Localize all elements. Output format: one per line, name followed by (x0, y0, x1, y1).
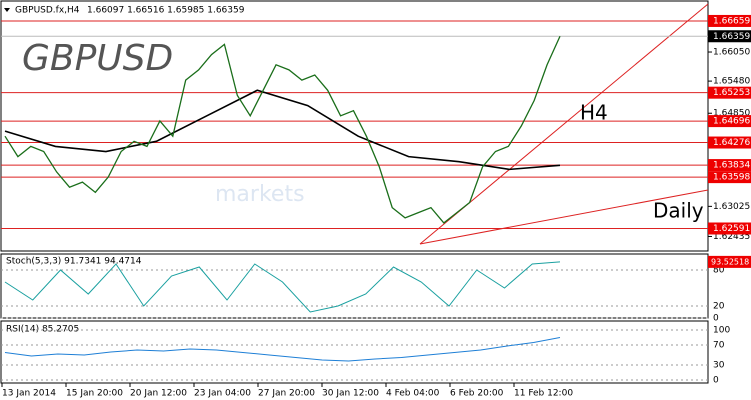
time-label: 4 Feb 04:00 (386, 389, 440, 399)
level-box (708, 14, 751, 27)
time-label: 23 Jan 04:00 (194, 389, 251, 399)
price-tick-label: 1.65480 (713, 77, 750, 87)
rsi-tick-label: 0 (713, 376, 719, 386)
time-label: 20 Jan 12:00 (130, 389, 187, 399)
h4-label: H4 (580, 101, 608, 125)
stoch-current-box (708, 255, 751, 268)
level-label: 1.66659 (713, 16, 750, 26)
current-box (708, 30, 751, 43)
time-label: 11 Feb 12:00 (514, 389, 573, 399)
price-tick-label: 1.63025 (713, 202, 750, 212)
watermark: GBPUSD (22, 38, 173, 79)
header-ohlc: 1.66097 1.66516 1.65985 1.66359 (87, 6, 245, 16)
time-label: 6 Feb 20:00 (450, 389, 504, 399)
header-symbol: GBPUSD.fx,H4 (15, 6, 80, 16)
stoch-tick-label: 20 (713, 302, 725, 312)
level-box (708, 115, 751, 128)
level-label: 1.65253 (713, 88, 750, 98)
price-line (4, 35, 561, 224)
menu-arrow[interactable] (4, 8, 10, 12)
rsi-tick-label: 100 (713, 326, 730, 336)
rsi-pane (0, 320, 709, 384)
level-label: 1.63834 (713, 161, 750, 171)
stoch-current-label: 93.52518 (711, 257, 749, 266)
stoch-line (4, 261, 561, 313)
stoch-pane (0, 253, 709, 319)
daily-label: Daily (653, 199, 704, 223)
moving-average (4, 89, 561, 171)
brand: markets (215, 182, 305, 207)
price-tick-label: 1.64850 (713, 109, 750, 119)
price-tick-label: 1.66050 (713, 48, 750, 58)
level-box (708, 136, 751, 149)
trend-line-daily (419, 189, 709, 245)
time-label: 13 Jan 2014 (2, 389, 56, 399)
level-label: 1.64696 (713, 117, 750, 127)
level-box (708, 86, 751, 99)
time-label: 27 Jan 20:00 (258, 389, 315, 399)
time-label: 30 Jan 12:00 (322, 389, 379, 399)
rsi-line (4, 337, 561, 362)
time-label: 15 Jan 20:00 (66, 389, 123, 399)
current-label: 1.66359 (713, 32, 750, 42)
price-tick-label: 1.62435 (713, 232, 750, 242)
stoch-tick-label: 80 (713, 266, 725, 276)
level-box (708, 222, 751, 235)
level-label: 1.62591 (713, 224, 750, 234)
level-box (708, 171, 751, 184)
stoch-tick-label: 0 (713, 314, 719, 324)
rsi-tick-label: 30 (713, 361, 725, 371)
rsi-tick-label: 70 (713, 341, 725, 351)
level-label: 1.63598 (713, 173, 750, 183)
level-box (708, 159, 751, 172)
level-label: 1.64276 (713, 138, 750, 148)
stoch-label: Stoch(5,3,3) 91.7341 94.4714 (6, 257, 142, 267)
